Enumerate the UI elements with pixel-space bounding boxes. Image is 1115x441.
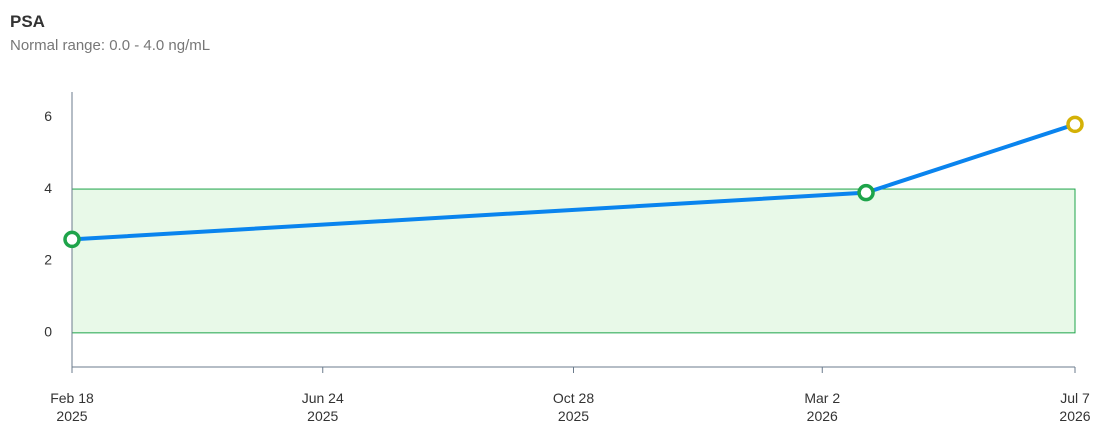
x-tick-label: Jul 7 2026	[1059, 390, 1091, 424]
x-tick-label: Feb 18 2025	[50, 390, 94, 424]
y-tick-label: 4	[44, 180, 52, 196]
x-tick-label: Oct 28 2025	[552, 390, 595, 424]
chart-title: PSA	[10, 12, 45, 31]
chart-subtitle: Normal range: 0.0 - 4.0 ng/mL	[10, 37, 211, 54]
x-tick-label: Jun 24 2025	[301, 390, 344, 424]
data-point	[857, 183, 875, 202]
data-point	[1066, 115, 1084, 134]
y-tick-label: 2	[44, 252, 52, 268]
y-tick-label: 0	[44, 324, 52, 340]
x-tick-label: Mar 2 2026	[804, 390, 841, 424]
y-tick-label: 6	[44, 108, 52, 124]
data-point	[63, 230, 81, 249]
normal-range-band	[71, 188, 1076, 334]
